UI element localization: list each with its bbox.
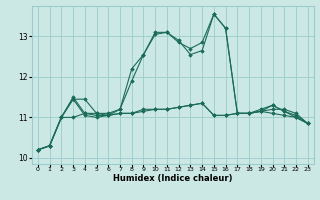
X-axis label: Humidex (Indice chaleur): Humidex (Indice chaleur) <box>113 174 233 183</box>
